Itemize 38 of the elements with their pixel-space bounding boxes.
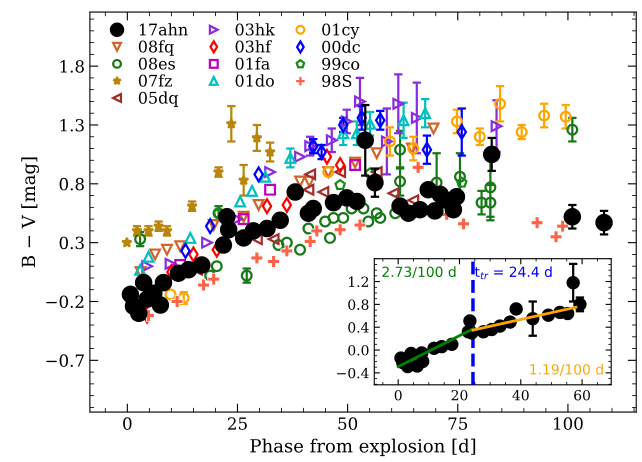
y-tick-label: 0.8 [60,178,84,190]
x-tick-label: 0 [123,417,132,430]
y-tick-label: 0.3 [60,236,84,250]
y-tick-label: 0.4 [348,322,369,333]
y-tick-label: −0.4 [337,368,369,378]
x-tick-label: 60 [574,390,590,400]
text: 2.73/100 d [382,266,456,278]
y-tick-label: 0.8 [348,299,368,310]
x-tick-label: 0 [394,390,402,400]
y-tick-label: 0.0 [348,345,369,356]
y-axis-title: B − V [mag] [21,158,39,268]
y-tick-label: 1.2 [349,276,368,288]
legend-label: 01fa [236,57,270,70]
y-tick-label: −0.7 [46,354,84,367]
legend-label: 01cy [322,23,360,39]
x-tick-label: 20 [452,390,468,400]
x-tick-label: 25 [228,417,247,430]
legend-label: 08fq [138,40,174,56]
x-axis-title: Phase from explosion [d] [250,438,476,456]
legend-label: 08es [138,58,175,70]
legend-label: 01do [236,74,274,87]
y-tick-label: 1.3 [60,118,84,132]
x-tick-label: 40 [512,390,529,400]
legend-label: 99co [322,58,360,70]
y-tick-label: −0.2 [46,295,84,308]
legend-label: 05dq [138,91,178,107]
legend-label: 00dc [322,40,360,53]
legend-label: 03hf [236,40,272,53]
legend-label: 07fz [138,74,172,87]
y-tick-label: 1.8 [60,60,84,73]
x-tick-label: 75 [448,417,468,430]
legend-label: 03hk [236,23,275,36]
legend-label: 98S [322,74,352,87]
text: 1.19/100 d [530,364,603,376]
x-tick-label: 100 [554,417,583,430]
x-tick-label: 50 [338,417,358,430]
legend-label: 17ahn [140,23,188,36]
ref-line-label: t$_{tr}$ = 24.4 d [474,266,552,280]
